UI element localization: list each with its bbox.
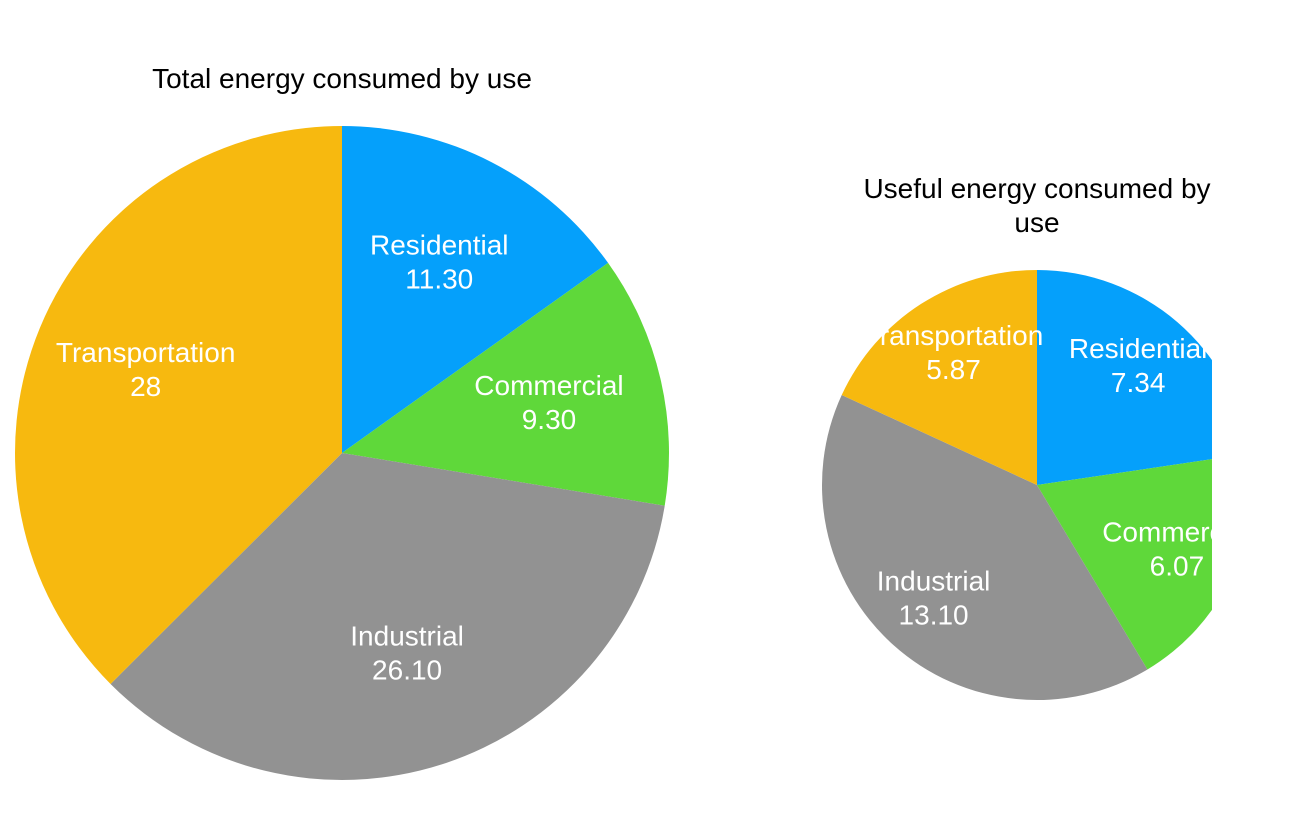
- chart-title: Useful energy consumed by use: [863, 173, 1211, 238]
- pie-slice: [15, 126, 342, 684]
- pie-slice: [342, 126, 609, 453]
- slice-label: Industrial: [350, 621, 464, 652]
- value-label: 5.87: [926, 354, 981, 385]
- slice-label: Residential: [370, 229, 509, 260]
- value-label: 28: [130, 371, 161, 402]
- slice-label: Industrial: [877, 566, 991, 597]
- pie-slice: [110, 453, 665, 780]
- pie-slice: [1037, 459, 1212, 670]
- value-label: 7.34: [1111, 367, 1166, 398]
- value-label: 11.30: [405, 263, 473, 294]
- chart-title: Total energy consumed by use: [152, 63, 532, 94]
- pie-slice: [821, 395, 1148, 701]
- slice-label: Residential: [1069, 333, 1208, 364]
- pie-slice: [841, 270, 1037, 485]
- pie-slice: [1037, 270, 1212, 485]
- value-label: 13.10: [899, 600, 969, 631]
- slice-label: Transportation: [56, 337, 236, 368]
- value-label: 6.07: [1150, 551, 1205, 582]
- slice-label: Transportation: [864, 320, 1044, 351]
- value-label: 26.10: [372, 655, 442, 686]
- slice-label: Commercial: [474, 370, 623, 401]
- pie-slice: [342, 262, 669, 506]
- slice-label: Commercial: [1102, 517, 1251, 548]
- value-label: 9.30: [522, 404, 577, 435]
